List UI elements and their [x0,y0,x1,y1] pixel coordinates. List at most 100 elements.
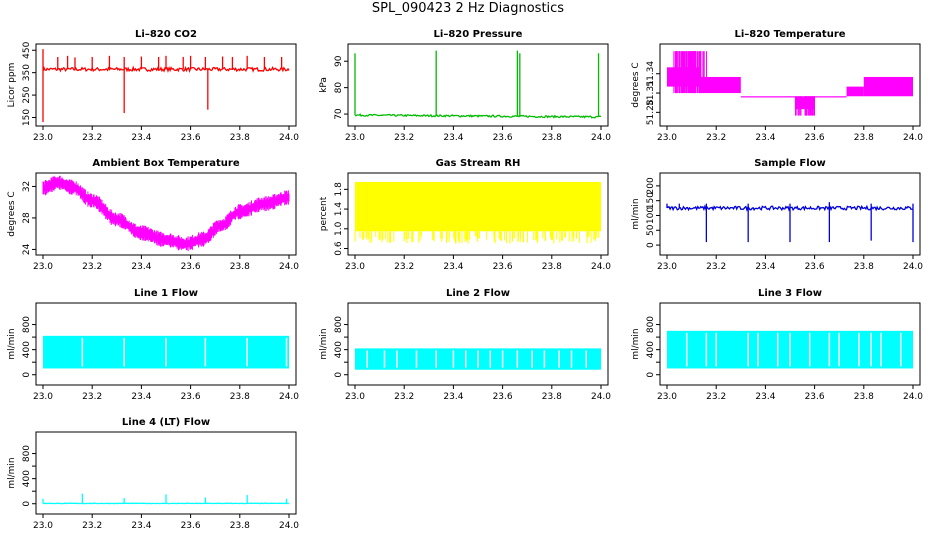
panel-title: Line 3 Flow [758,288,822,299]
x-tick-label: 23.8 [542,133,562,143]
x-tick-label: 23.4 [131,521,151,531]
plot-frame [347,302,609,386]
y-axis-label: ml/min [7,328,17,359]
x-tick-label: 23.6 [805,133,825,143]
x-tick-label: 23.4 [131,392,151,402]
x-tick-label: 23.0 [345,133,365,143]
y-axis-label: degrees C [7,191,17,236]
x-tick-label: 23.2 [82,392,102,402]
series-pressure [354,50,602,119]
series-line3 [667,330,913,369]
x-tick-label: 23.0 [33,262,53,272]
x-tick-label: 23.2 [394,133,414,143]
series-line [354,113,602,119]
x-tick-label: 23.4 [443,262,463,272]
band-segment [863,76,913,97]
panel-rh: Gas Stream RH 23.0 23.2 23.4 23.6 23.8 24.0 0.6… [319,158,611,272]
series-line [42,502,290,505]
band-segment [846,86,864,97]
x-axis: 23.0 23.2 23.4 23.6 23.8 24.0 [33,255,299,272]
y-tick-label: 400 [22,341,32,358]
x-tick-label: 23.8 [230,262,250,272]
y-tick-label: 1.8 [334,182,344,197]
y-tick-label: 1.4 [334,202,344,217]
y-tick-label: 400 [646,341,656,358]
y-axis: 24 28 32 [22,181,36,255]
x-tick-label: 23.8 [542,392,562,402]
x-tick-label: 23.0 [657,392,677,402]
x-tick-label: 23.0 [345,262,365,272]
y-axis: 70 80 90 [334,55,348,120]
x-tick-label: 23.4 [755,133,775,143]
x-axis: 23.0 23.2 23.4 23.6 23.8 24.0 [345,255,611,272]
x-tick-label: 23.4 [755,262,775,272]
y-tick-label: 150 [22,109,32,126]
x-axis: 23.0 23.2 23.4 23.6 23.8 24.0 [33,514,299,531]
y-tick-label: 0.6 [334,241,344,256]
y-tick-label: 0 [646,242,656,248]
panel-title: Line 1 Flow [134,288,198,299]
x-axis: 23.0 23.2 23.4 23.6 23.8 24.0 [33,385,299,402]
panel-pressure: Li–820 Pressure 23.0 23.2 23.4 23.6 23.8 24.0 7… [319,29,611,143]
y-tick-label: 800 [334,316,344,333]
panel-title: Sample Flow [754,158,826,169]
panel-title: Li–820 Temperature [734,29,845,40]
y-axis-label: ml/min [631,198,641,229]
y-tick-label: 800 [646,316,656,333]
x-tick-label: 23.6 [181,133,201,143]
x-axis: 23.0 23.2 23.4 23.6 23.8 24.0 [657,255,923,272]
y-tick-label: 400 [22,470,32,487]
y-tick-label: 0 [334,372,344,378]
x-tick-label: 24.0 [903,262,923,272]
y-axis-label: ml/min [319,328,329,359]
y-tick-label: 350 [22,64,32,81]
x-tick-label: 23.4 [131,133,151,143]
series-box_temp [42,175,290,252]
x-tick-label: 24.0 [279,392,299,402]
x-tick-label: 23.2 [82,262,102,272]
x-tick-label: 23.2 [706,392,726,402]
x-tick-label: 24.0 [903,133,923,143]
panel-line2: Line 2 Flow 23.0 23.2 23.4 23.6 23.8 24.0 0 400 8… [319,288,611,402]
y-tick-label: 800 [22,316,32,333]
plot-frame [35,302,297,386]
x-axis: 23.0 23.2 23.4 23.6 23.8 24.0 [657,385,923,402]
x-tick-label: 23.8 [854,392,874,402]
panel-sample_flow: Sample Flow 23.0 23.2 23.4 23.6 23.8 24.0 0 5010… [631,158,923,272]
y-axis: 0 400 800 [646,316,660,378]
band-segment [698,76,741,94]
y-tick-label: 0 [22,501,32,507]
x-axis: 23.0 23.2 23.4 23.6 23.8 24.0 [345,126,611,143]
y-axis-label: degrees C [631,62,641,107]
x-tick-label: 23.0 [33,521,53,531]
series-co2 [42,49,290,122]
x-tick-label: 23.6 [181,521,201,531]
y-tick-label: 51.28 [646,99,656,125]
x-tick-label: 23.8 [854,133,874,143]
x-tick-label: 24.0 [591,262,611,272]
x-tick-label: 23.4 [755,392,775,402]
x-tick-label: 23.6 [493,133,513,143]
x-tick-label: 23.6 [805,392,825,402]
panel-licor_temp: Li–820 Temperature 23.0 23.2 23.4 23.6 23.8 24… [631,29,923,143]
panel-co2: Li–820 CO2 23.0 23.2 23.4 23.6 23.8 24.0 150 250… [7,29,299,143]
series-sample_flow [666,202,914,243]
series-licor_temp [667,51,913,116]
x-tick-label: 24.0 [591,392,611,402]
y-tick-label: 28 [22,212,32,224]
y-axis: 0 400 800 [22,445,36,507]
y-axis: 0 400 800 [334,316,348,378]
x-tick-label: 23.2 [706,133,726,143]
x-tick-label: 23.4 [443,133,463,143]
y-tick-label: 24 [22,243,32,255]
y-tick-label: 50 [646,224,656,236]
x-tick-label: 23.6 [181,262,201,272]
x-tick-label: 23.8 [230,521,250,531]
y-tick-label: 100 [646,207,656,224]
x-tick-label: 23.8 [230,133,250,143]
x-tick-label: 23.2 [706,262,726,272]
x-tick-label: 23.6 [181,392,201,402]
